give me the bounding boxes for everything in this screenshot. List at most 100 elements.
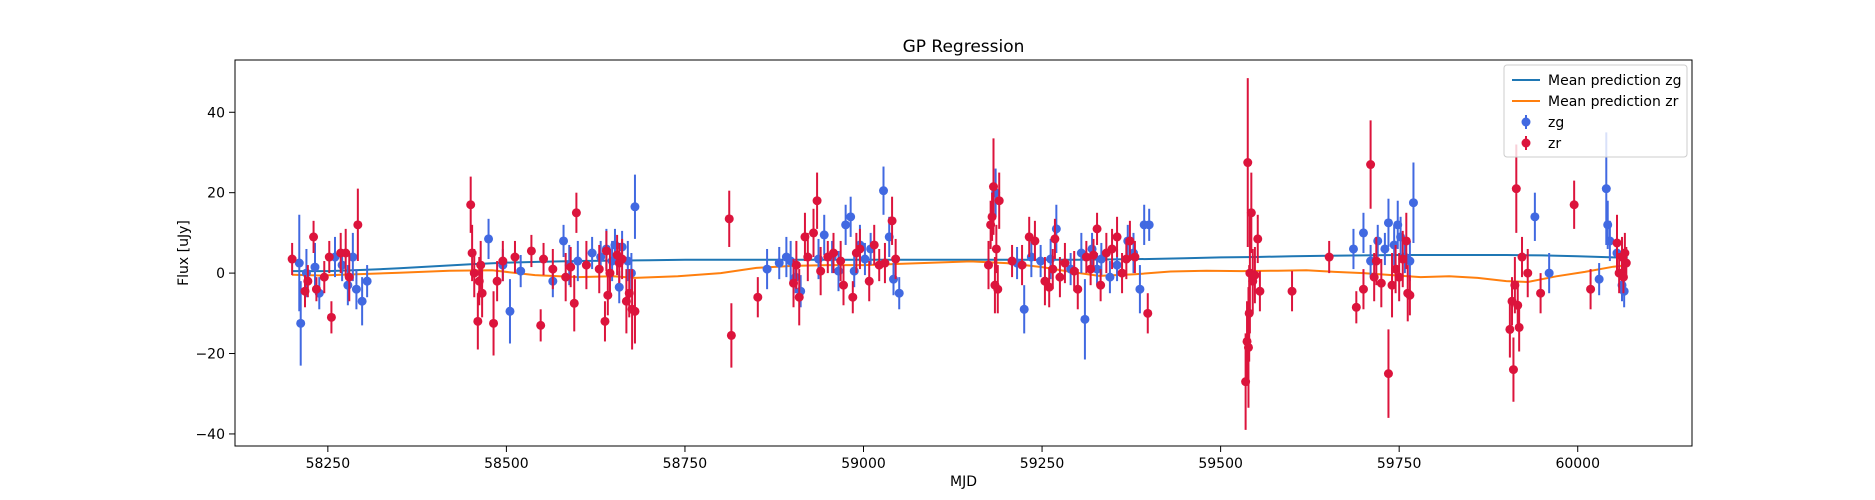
data-point — [1007, 256, 1017, 266]
data-point — [988, 182, 998, 192]
legend: Mean prediction zg Mean prediction zr zg zr — [1503, 64, 1688, 158]
legend-label: Mean prediction zr — [1548, 94, 1679, 110]
data-point — [573, 256, 583, 266]
data-point — [834, 266, 844, 276]
data-point — [505, 306, 515, 316]
data-point — [581, 260, 591, 270]
data-point — [1051, 224, 1061, 234]
data-point — [753, 292, 763, 302]
data-point — [287, 254, 297, 264]
data-point — [466, 200, 476, 210]
data-point — [880, 258, 890, 268]
data-point — [794, 292, 804, 302]
data-point — [539, 254, 549, 264]
data-point — [536, 320, 546, 330]
data-point — [617, 254, 627, 264]
data-point — [1036, 256, 1046, 266]
y-axis-ticks: −40 −20 0 20 40 — [195, 105, 235, 443]
data-point — [1513, 300, 1523, 310]
data-point — [296, 318, 306, 328]
data-point — [1117, 268, 1127, 278]
legend-item: Mean prediction zg — [1512, 73, 1682, 89]
data-point — [1048, 264, 1058, 274]
data-point — [566, 262, 576, 272]
data-point — [1246, 208, 1256, 218]
x-tick-label: 58750 — [663, 456, 708, 472]
data-point — [569, 298, 579, 308]
data-point — [791, 260, 801, 270]
data-point — [1055, 272, 1065, 282]
data-point — [855, 244, 865, 254]
data-point — [630, 306, 640, 316]
data-point — [1391, 264, 1401, 274]
data-point — [1253, 234, 1263, 244]
data-point — [1401, 236, 1411, 246]
data-point — [603, 290, 613, 300]
data-point — [630, 202, 640, 212]
data-point — [477, 288, 487, 298]
data-point — [819, 230, 829, 240]
data-point — [993, 284, 1003, 294]
data-point — [301, 268, 311, 278]
data-point — [1371, 256, 1381, 266]
data-point — [1060, 258, 1070, 268]
data-point — [303, 276, 313, 286]
data-point — [1569, 200, 1579, 210]
data-point — [341, 248, 351, 258]
y-tick-label: −40 — [195, 427, 225, 443]
data-point — [476, 260, 486, 270]
data-point — [311, 284, 321, 294]
data-point — [1620, 248, 1630, 258]
data-point — [1255, 286, 1265, 296]
data-point — [343, 280, 353, 290]
data-point — [1092, 224, 1102, 234]
data-point — [1096, 254, 1106, 264]
data-point — [357, 296, 367, 306]
x-tick-label: 59500 — [1198, 456, 1243, 472]
data-point — [1369, 272, 1379, 282]
data-point — [310, 262, 320, 272]
data-point — [994, 196, 1004, 206]
data-point — [983, 260, 993, 270]
data-point — [1069, 266, 1079, 276]
data-point — [326, 312, 336, 322]
data-point — [1408, 198, 1418, 208]
data-point — [836, 256, 846, 266]
legend-marker-swatch — [1521, 138, 1531, 148]
data-point — [1050, 234, 1060, 244]
data-point — [1121, 254, 1131, 264]
data-point — [1250, 270, 1260, 280]
data-point — [594, 264, 604, 274]
data-point — [879, 186, 889, 196]
data-point — [353, 220, 363, 230]
data-point — [1135, 284, 1145, 294]
data-point — [348, 252, 358, 262]
data-point — [724, 214, 734, 224]
series-zg — [294, 132, 1629, 366]
data-point — [309, 232, 319, 242]
data-point — [1366, 160, 1376, 170]
data-point — [1511, 184, 1521, 194]
data-point — [1107, 244, 1117, 254]
data-point — [1544, 268, 1554, 278]
data-point — [601, 246, 611, 256]
data-point — [803, 252, 813, 262]
data-point — [1105, 272, 1115, 282]
data-point — [351, 284, 361, 294]
y-tick-label: −20 — [195, 347, 225, 363]
x-tick-label: 58500 — [484, 456, 529, 472]
data-point — [987, 212, 997, 222]
data-point — [1044, 282, 1054, 292]
data-point — [1351, 302, 1361, 312]
data-point — [864, 276, 874, 286]
data-point — [498, 256, 508, 266]
data-point — [344, 272, 354, 282]
data-point — [894, 288, 904, 298]
data-point — [762, 264, 772, 274]
data-point — [889, 274, 899, 284]
data-point — [1514, 322, 1524, 332]
data-point — [516, 266, 526, 276]
data-point — [774, 258, 784, 268]
data-point — [1096, 280, 1106, 290]
